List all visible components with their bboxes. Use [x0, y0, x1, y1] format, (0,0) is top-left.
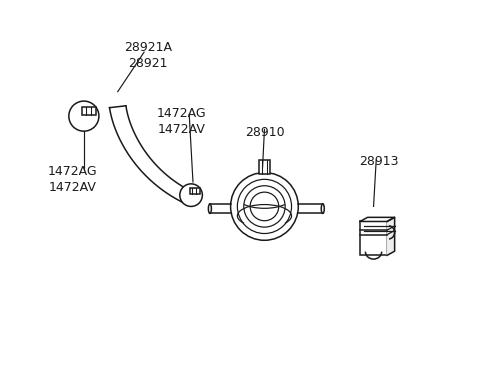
- Circle shape: [180, 184, 203, 207]
- Bar: [82, 107, 96, 115]
- Text: 28921A
28921: 28921A 28921: [124, 41, 172, 70]
- Polygon shape: [109, 106, 191, 203]
- Circle shape: [230, 172, 298, 240]
- Text: 28910: 28910: [245, 125, 284, 139]
- Text: 28913: 28913: [360, 155, 399, 168]
- Bar: [259, 160, 270, 174]
- Bar: [190, 188, 201, 194]
- Ellipse shape: [321, 204, 324, 213]
- Polygon shape: [387, 217, 395, 255]
- Text: 1472AG
1472AV: 1472AG 1472AV: [157, 108, 206, 136]
- Text: 1472AG
1472AV: 1472AG 1472AV: [48, 165, 97, 194]
- Ellipse shape: [208, 204, 211, 213]
- Polygon shape: [360, 217, 395, 221]
- Bar: [360, 221, 387, 255]
- Circle shape: [69, 101, 99, 131]
